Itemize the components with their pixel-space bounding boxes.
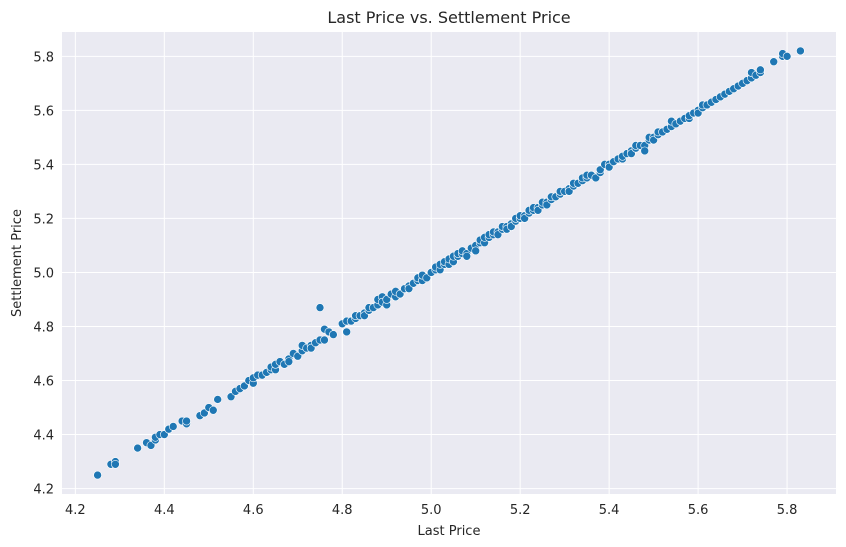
x-tick-label: 4.4 — [154, 503, 175, 518]
y-tick-label: 4.4 — [33, 429, 54, 444]
x-tick-label: 4.8 — [332, 503, 353, 518]
x-tick-label: 5.2 — [510, 503, 531, 518]
y-tick-label: 5.2 — [33, 212, 54, 227]
data-point — [133, 443, 142, 453]
data-point — [342, 327, 351, 337]
y-tick-label: 5.4 — [33, 158, 54, 173]
y-tick-label: 5.8 — [33, 50, 54, 65]
y-tick-label: 5.0 — [33, 266, 54, 281]
x-tick-label: 4.6 — [243, 503, 264, 518]
data-point — [756, 65, 765, 75]
y-tick-label: 4.6 — [33, 375, 54, 390]
data-point — [769, 57, 779, 67]
data-point — [213, 395, 222, 404]
y-axis-label: Settlement Price — [10, 209, 25, 317]
data-point — [320, 335, 329, 345]
data-point — [329, 330, 338, 339]
data-point — [93, 470, 102, 480]
data-point — [111, 459, 120, 469]
data-point — [315, 303, 325, 312]
data-points — [93, 46, 805, 480]
x-tick-label: 5.0 — [421, 503, 442, 518]
data-point — [182, 416, 191, 426]
x-tick-label: 5.8 — [777, 503, 798, 518]
x-tick-label: 5.4 — [599, 503, 620, 518]
x-axis-label: Last Price — [418, 524, 481, 539]
y-tick-label: 5.6 — [33, 104, 54, 119]
data-point — [471, 246, 480, 256]
x-tick-label: 5.6 — [688, 503, 709, 518]
data-point — [284, 357, 294, 366]
data-point — [168, 422, 178, 431]
x-axis-ticks: 4.2 4.4 4.6 4.8 5.0 5.2 5.4 5.6 5.8 — [65, 503, 797, 518]
data-point — [796, 46, 805, 56]
data-point — [640, 146, 650, 156]
data-point — [462, 251, 472, 261]
x-tick-label: 4.2 — [65, 503, 86, 518]
y-axis-ticks: 4.2 4.4 4.6 4.8 5.0 5.2 5.4 5.6 5.8 — [33, 50, 54, 497]
chart-title: Last Price vs. Settlement Price — [327, 8, 570, 27]
y-tick-label: 4.8 — [33, 320, 54, 335]
data-point — [208, 405, 218, 415]
y-tick-label: 4.2 — [33, 483, 54, 498]
data-point — [782, 52, 792, 61]
